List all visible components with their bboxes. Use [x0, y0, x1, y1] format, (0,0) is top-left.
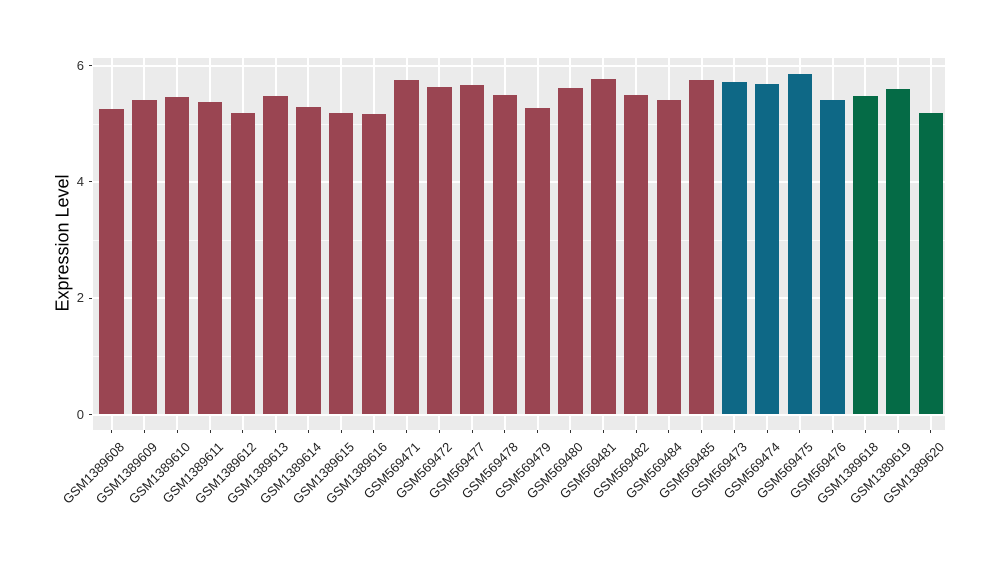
bar-GSM569474 [754, 83, 780, 415]
y-tick-label: 6 [76, 57, 84, 73]
bar-GSM569471 [394, 80, 419, 415]
x-tick-mark [537, 430, 539, 433]
x-tick-mark [635, 430, 637, 433]
bar-GSM569485 [689, 79, 714, 415]
x-tick-mark [406, 430, 408, 433]
x-tick-mark [471, 430, 473, 433]
x-tick-mark [832, 430, 834, 433]
bar-GSM1389618 [853, 96, 878, 415]
bar-GSM1389609 [132, 99, 157, 415]
bar-GSM569479 [525, 108, 550, 415]
bar-GSM1389620 [918, 112, 944, 415]
y-tick-label: 2 [76, 290, 84, 306]
x-tick-mark [111, 430, 113, 433]
x-tick-mark [602, 430, 604, 433]
gridline-major [93, 64, 945, 67]
x-tick-mark [766, 430, 768, 433]
x-tick-mark [864, 430, 866, 433]
bar-GSM1389613 [263, 95, 288, 415]
x-tick-mark [340, 430, 342, 433]
gridline-major [93, 180, 945, 183]
y-tick-mark [89, 297, 92, 299]
bar-GSM1389615 [328, 113, 354, 415]
gridline-minor [93, 123, 945, 125]
bar-GSM569481 [591, 78, 616, 415]
x-tick-mark [733, 430, 735, 433]
plot-panel [93, 58, 945, 430]
x-tick-mark [701, 430, 703, 433]
x-tick-mark [930, 430, 932, 433]
x-tick-mark [569, 430, 571, 433]
bar-GSM569482 [623, 94, 649, 415]
x-tick-mark [307, 430, 309, 433]
gridline-major [93, 413, 945, 416]
x-tick-mark [897, 430, 899, 433]
y-tick-label: 4 [76, 173, 84, 189]
x-tick-mark [176, 430, 178, 433]
x-tick-mark [668, 430, 670, 433]
x-tick-mark [242, 430, 244, 433]
x-tick-mark [275, 430, 277, 433]
bar-GSM1389616 [361, 114, 387, 415]
x-tick-mark [438, 430, 440, 433]
bar-GSM569475 [787, 73, 813, 415]
bar-GSM569472 [427, 86, 452, 415]
bar-GSM569473 [722, 81, 747, 415]
y-tick-mark [89, 65, 92, 67]
gridline-minor [93, 240, 945, 242]
bar-GSM1389608 [99, 108, 124, 415]
bar-GSM569478 [492, 94, 518, 415]
x-tick-mark [143, 430, 145, 433]
bar-GSM569476 [820, 100, 845, 415]
bar-GSM1389612 [230, 112, 256, 415]
bar-GSM569484 [656, 100, 682, 415]
bar-GSM1389614 [296, 107, 321, 415]
gridline-minor [93, 356, 945, 358]
x-tick-mark [799, 430, 801, 433]
bar-GSM569477 [459, 84, 485, 415]
bar-GSM569480 [558, 87, 583, 415]
bar-GSM1389611 [197, 101, 223, 415]
x-tick-mark [209, 430, 211, 433]
bar-GSM1389610 [164, 97, 190, 415]
y-tick-label: 0 [76, 406, 84, 422]
gridline-major [93, 297, 945, 300]
x-tick-mark [504, 430, 506, 433]
y-tick-mark [89, 181, 92, 183]
bar-GSM1389619 [885, 88, 911, 415]
x-tick-mark [373, 430, 375, 433]
y-tick-mark [89, 414, 92, 415]
